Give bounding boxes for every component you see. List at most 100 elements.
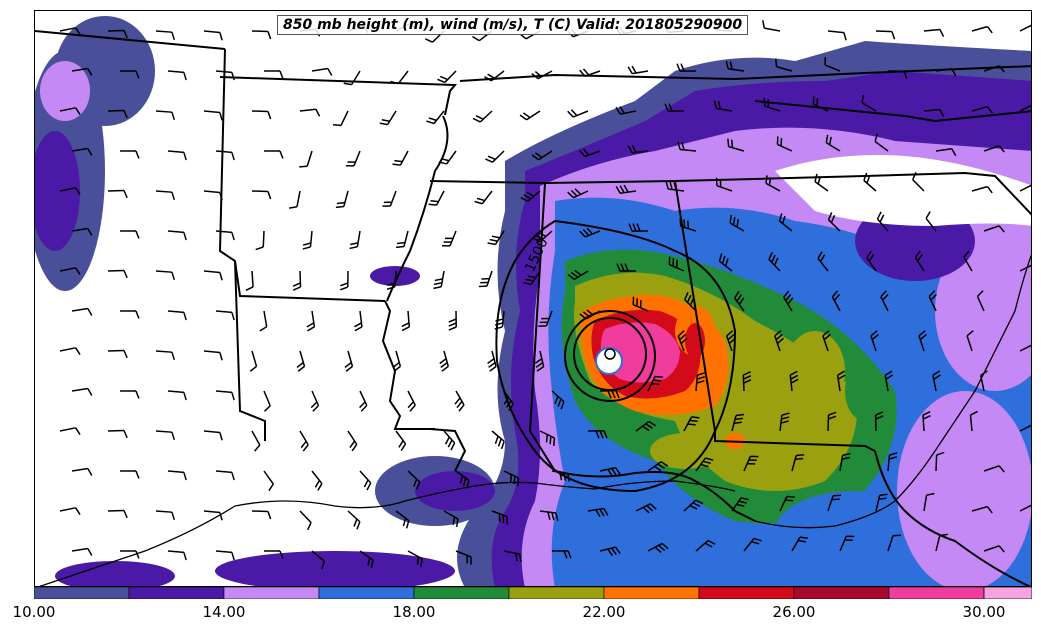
coastline-east (754, 254, 1031, 529)
colorbar-tick-label: 10.00 (12, 603, 56, 621)
wind-barb-feather (645, 423, 653, 429)
wind-barb-feather (704, 542, 713, 548)
wind-barb-feather (534, 358, 543, 364)
wind-barb (347, 430, 358, 445)
wind-barb-feather (879, 493, 888, 497)
wind-barb-feather (367, 557, 371, 566)
wind-barb-feather (686, 294, 692, 303)
wind-barb-feather (536, 365, 545, 372)
wind-barb-feather (183, 312, 187, 321)
wind-barb-feather (725, 60, 729, 69)
wind-barb (632, 150, 649, 154)
wind-barb (306, 150, 313, 167)
border-line (218, 48, 386, 302)
wind-barb-feather (876, 211, 882, 220)
wind-barb-feather (532, 237, 541, 243)
wind-barb-feather (344, 361, 352, 368)
wind-barb-feather (986, 106, 993, 114)
border-line (35, 30, 226, 50)
wind-barb-feather (825, 134, 829, 143)
wind-barb-feather (742, 371, 751, 376)
wind-barb-feather (428, 117, 437, 122)
wind-barb (311, 310, 316, 327)
wind-barb-feather (563, 472, 567, 481)
height-contours (495, 219, 737, 493)
wind-barb-feather (489, 238, 498, 242)
wind-barb-feather (407, 401, 415, 409)
wind-barb (215, 310, 233, 314)
wind-barb (455, 550, 472, 558)
wind-barb (983, 545, 1000, 552)
wind-barb (403, 230, 409, 247)
wind-barb-feather (781, 416, 790, 420)
wind-barb-feather (727, 138, 730, 147)
wind-barb-feather (632, 223, 637, 232)
wind-barb-feather (619, 106, 625, 114)
wind-barb-feather (642, 425, 650, 432)
wind-barb (59, 107, 76, 112)
wind-barb (935, 454, 938, 472)
wind-barb (828, 219, 841, 232)
wind-barb (71, 547, 88, 552)
wind-barb-feather (763, 98, 766, 107)
wind-barb (479, 110, 493, 123)
wind-barb-feather (817, 251, 823, 259)
wind-barb (107, 189, 125, 192)
wind-barb (167, 550, 185, 554)
wind-barb-feather (268, 483, 274, 492)
wind-barb-feather (332, 123, 342, 127)
wind-barb-feather (517, 477, 520, 486)
wind-barb-feather (579, 313, 587, 320)
wind-barb (813, 103, 829, 112)
wind-barb-feather (254, 444, 261, 452)
wind-barb-feather (679, 218, 682, 227)
wind-barb (262, 230, 265, 248)
wind-barb-feather (679, 333, 687, 341)
wind-barb-feather (535, 152, 543, 159)
wind-barb-feather (743, 375, 752, 380)
wind-barb-feather (914, 250, 921, 258)
wind-barb-feather (474, 200, 483, 205)
wind-barb-feather (231, 232, 235, 241)
wind-barb-feather (843, 32, 847, 41)
wind-barb-feather (677, 330, 685, 337)
wind-barb-feather (648, 420, 657, 427)
wind-barb-feather (683, 219, 686, 228)
wind-barb (490, 70, 505, 82)
wind-barb-feather (651, 383, 660, 386)
wind-barb-feather (903, 70, 908, 79)
wind-barb-feather (535, 234, 544, 240)
wind-barb-feather (599, 430, 604, 439)
wind-barb-feather (351, 443, 358, 452)
wind-barb (443, 350, 449, 367)
wind-barb-feather (570, 189, 578, 197)
wind-barb-feather (439, 75, 448, 81)
wind-barb-feather (509, 474, 512, 483)
map-canvas: 1500 (35, 11, 1031, 586)
border-line (528, 182, 556, 472)
wind-barb-feather (986, 506, 993, 514)
wind-barb-feather (734, 417, 744, 421)
wind-barb-feather (183, 552, 187, 561)
wind-barb-feather (939, 29, 945, 37)
wind-barb-feather (387, 282, 396, 286)
wind-barb-feather (624, 263, 629, 272)
wind-barb (395, 350, 402, 367)
wind-barb-feather (503, 397, 510, 405)
wind-barb-feather (738, 500, 747, 504)
wind-barb-feather (534, 71, 542, 78)
wind-barb-feather (171, 271, 176, 281)
wind-barb-feather (297, 365, 305, 372)
wind-barb-feather (255, 246, 264, 251)
wind-barb-feather (998, 545, 1005, 553)
wind-barb-feather (466, 480, 470, 489)
wind-barb-feather (866, 175, 871, 184)
wind-barb (861, 102, 877, 112)
border-line (874, 450, 1031, 586)
wind-barb (875, 495, 881, 512)
wind-barb (683, 499, 697, 512)
wind-cell (415, 471, 495, 511)
wind-barb-feather (402, 518, 407, 527)
wind-barb (716, 107, 733, 112)
wind-barb-feather (390, 80, 399, 85)
